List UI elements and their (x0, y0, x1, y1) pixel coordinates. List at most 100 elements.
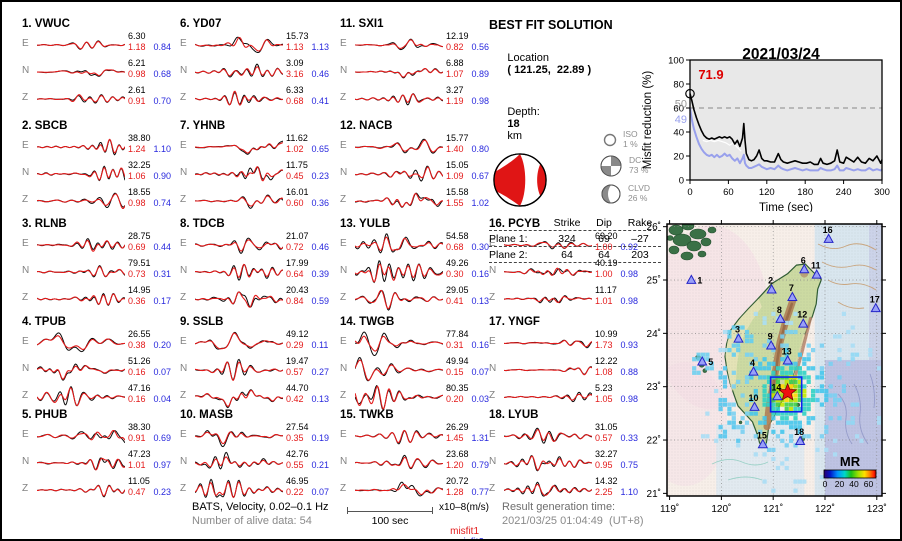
misfit-values: 0.68 0.30 (446, 242, 489, 252)
map-station-number: 7 (789, 283, 794, 293)
misfit2-value: 0.67 (471, 171, 490, 181)
station-PHUB: 5. PHUB E 38.30 0.91 0.69 N 47.23 1.01 0.97 Z 11.0… (22, 409, 176, 505)
component-label: E (180, 140, 187, 151)
misfit-values: 0.68 0.41 (286, 96, 329, 106)
misfit-values: 0.47 0.23 (128, 487, 171, 497)
peak-amplitude: 32.25 (128, 160, 151, 170)
clvd-label: CLVD (628, 183, 651, 194)
component-label: N (489, 456, 497, 467)
waveform-trace (195, 291, 283, 308)
peak-amplitude: 27.54 (286, 422, 309, 432)
station-YD07: 6. YD07 E 15.73 1.13 1.13 N 3.09 3.16 0.46 Z 6.33 0… (180, 18, 334, 114)
gray-solution-value: 50 (675, 98, 687, 110)
component-label: E (489, 429, 496, 440)
map-station-triangle-icon (794, 435, 806, 445)
misfit2-value: 1.10 (153, 144, 172, 154)
waveform-trace (355, 331, 443, 356)
misfit1-value: 1.01 (128, 460, 146, 470)
waveform-trace (504, 339, 592, 349)
misfit2-value: 0.84 (153, 42, 172, 52)
misfit2-value: 0.98 (620, 269, 639, 279)
misfit1-value: 1.24 (128, 144, 146, 154)
waveform-trace (504, 481, 592, 497)
misfit-values: 0.55 0.21 (286, 460, 329, 470)
misfit2-value: 0.17 (153, 296, 172, 306)
waveform-trace (195, 90, 283, 106)
plane1-row: Plane 1: 324 69 –27 (489, 231, 661, 247)
misfit1-value: 0.57 (286, 367, 304, 377)
station-header: 10. MASB (180, 409, 234, 421)
misfit1-value: 0.30 (446, 269, 464, 279)
map-station-number: 18 (794, 427, 804, 437)
component-label: Z (340, 194, 347, 205)
misfit2-value: 0.97 (153, 460, 172, 470)
peak-amplitude: 3.09 (286, 58, 304, 68)
misfit2-value: 0.98 (620, 296, 639, 306)
component-label: N (180, 456, 188, 467)
svg-text:0: 0 (687, 187, 692, 198)
depth-label: Depth: (507, 106, 540, 118)
waveform-trace (355, 138, 443, 154)
component-label: E (180, 38, 187, 49)
svg-text:60: 60 (723, 187, 734, 198)
component-label: Z (180, 483, 187, 494)
waveform-trace (195, 237, 283, 254)
peak-amplitude: 15.58 (446, 187, 469, 197)
misfit-values: 0.20 0.03 (446, 394, 489, 404)
misfit1-value: 0.91 (128, 433, 146, 443)
misfit1-value: 1.09 (446, 171, 464, 181)
station-TDCB: 8. TDCB E 21.07 0.72 0.46 N 17.99 0.64 0.39 Z 20.4… (180, 218, 334, 314)
misfit2-value: 0.21 (311, 460, 330, 470)
depth-value: 18 (507, 118, 520, 130)
component-label: E (22, 336, 29, 347)
misfit1-value: 0.82 (446, 42, 464, 52)
component-label: Z (489, 292, 496, 303)
misfit1-value: 1.19 (446, 96, 464, 106)
misfit1-value: 0.69 (128, 242, 146, 252)
misfit1-value: 1.08 (595, 367, 613, 377)
peak-amplitude: 40.19 (595, 258, 618, 268)
map-station-number: 12 (797, 310, 807, 320)
misfit-values: 0.84 0.59 (286, 296, 329, 306)
misfit2-value: 0.13 (471, 296, 490, 306)
map-station-number: 16 (823, 225, 833, 235)
misfit2-value: 0.23 (311, 171, 330, 181)
misfit1-legend: misfit1 (450, 526, 480, 537)
col-dip: Dip (596, 216, 612, 229)
col-rake: Rake (627, 216, 653, 229)
misfit1-value: 1.01 (595, 296, 613, 306)
misfit2-value: 0.46 (311, 69, 330, 79)
station-RLNB: 3. RLNB E 28.75 0.69 0.44 N 79.51 0.73 0.31 Z 14.9… (22, 218, 176, 314)
best-fit-heading: BEST FIT SOLUTION (489, 18, 613, 32)
misfit2-value: 0.36 (311, 198, 330, 208)
misfit2-value: 0.98 (471, 96, 490, 106)
station-header: 7. YHNB (180, 120, 226, 132)
misfit-values: 0.95 0.75 (595, 460, 638, 470)
waveform-trace (195, 358, 283, 381)
svg-text:100: 100 (668, 56, 684, 67)
misfit2-value: 0.03 (471, 394, 490, 404)
component-label: E (22, 140, 29, 151)
component-label: Z (22, 292, 29, 303)
misfit1-value: 0.20 (446, 394, 464, 404)
misfit-values: 0.22 0.07 (286, 487, 329, 497)
waveform-trace (37, 363, 125, 381)
map-station-triangle-icon (757, 438, 769, 449)
misfit2-value: 0.07 (471, 367, 490, 377)
map-station-number: 13 (782, 347, 792, 357)
colorbar-tick: 0 (823, 479, 828, 489)
peak-amplitude: 47.23 (128, 449, 151, 459)
misfit2-value: 0.11 (311, 340, 329, 350)
map-station-number: 3 (735, 325, 740, 335)
misfit-values: 0.91 0.69 (128, 433, 171, 443)
svg-text:60: 60 (673, 104, 684, 115)
misfit-values: 0.98 0.74 (128, 198, 171, 208)
station-YNGF: 17. YNGF E 10.99 1.73 0.93 N 12.22 1.08 0.88 Z 5.2… (489, 316, 643, 412)
waveform-trace (504, 366, 592, 376)
dc-pct: 73 % (629, 165, 649, 175)
misfit1-value: 0.38 (128, 340, 146, 350)
peak-amplitude: 6.88 (446, 58, 464, 68)
map-lon-tick: 119˚ (660, 503, 679, 515)
map-station-triangle-icon (686, 274, 697, 284)
peak-amplitude: 26.29 (446, 422, 469, 432)
